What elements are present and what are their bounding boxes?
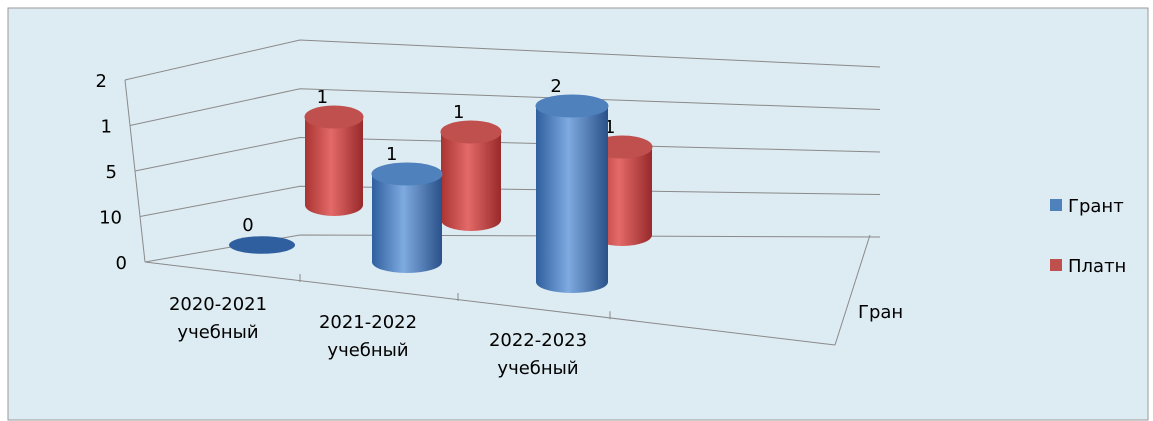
value-label: 2 (550, 76, 561, 97)
cylinder-top (304, 105, 364, 129)
cylinder-top (535, 94, 609, 118)
value-label: 1 (317, 87, 328, 108)
floor-front-edge (144, 261, 836, 346)
cylinder-body (305, 117, 363, 216)
x-tick-label: учебный (327, 340, 408, 361)
y-tick-label: 0 (116, 253, 127, 274)
y-tick-label: 10 (99, 208, 122, 229)
y-tick-label: 1 (101, 117, 112, 138)
grid-line (129, 88, 881, 126)
x-tick-label: 2022-2023 (489, 330, 587, 351)
grid-line (144, 234, 881, 263)
grid-line (139, 185, 881, 217)
y-tick-label: 2 (96, 71, 107, 92)
cylinder-flat (229, 236, 295, 254)
legend-label: Грант (1068, 196, 1124, 217)
value-label: 1 (453, 102, 464, 123)
cylinder-top (371, 162, 443, 186)
x-tick-label: учебный (177, 322, 258, 343)
value-label: 1 (604, 117, 615, 138)
value-label: 1 (386, 144, 397, 165)
cylinder-body (536, 106, 608, 293)
x-tick-label: 2021-2022 (319, 312, 417, 333)
x-tick-label: учебный (497, 358, 578, 379)
value-label: 0 (242, 215, 253, 236)
grid-line (134, 136, 881, 172)
series-axis-label: Гран (858, 302, 903, 323)
x-tick-label: 2020-2021 (169, 294, 267, 315)
legend-swatch (1050, 259, 1062, 271)
cylinder-top (440, 120, 502, 144)
floor-right-edge (834, 234, 871, 346)
y-tick-label: 5 (106, 162, 117, 183)
cylinder-body (441, 132, 501, 231)
legend-swatch (1050, 199, 1062, 211)
legend-label: Платн (1068, 256, 1126, 277)
cylinder-body (372, 174, 442, 273)
grid-line (124, 39, 881, 81)
